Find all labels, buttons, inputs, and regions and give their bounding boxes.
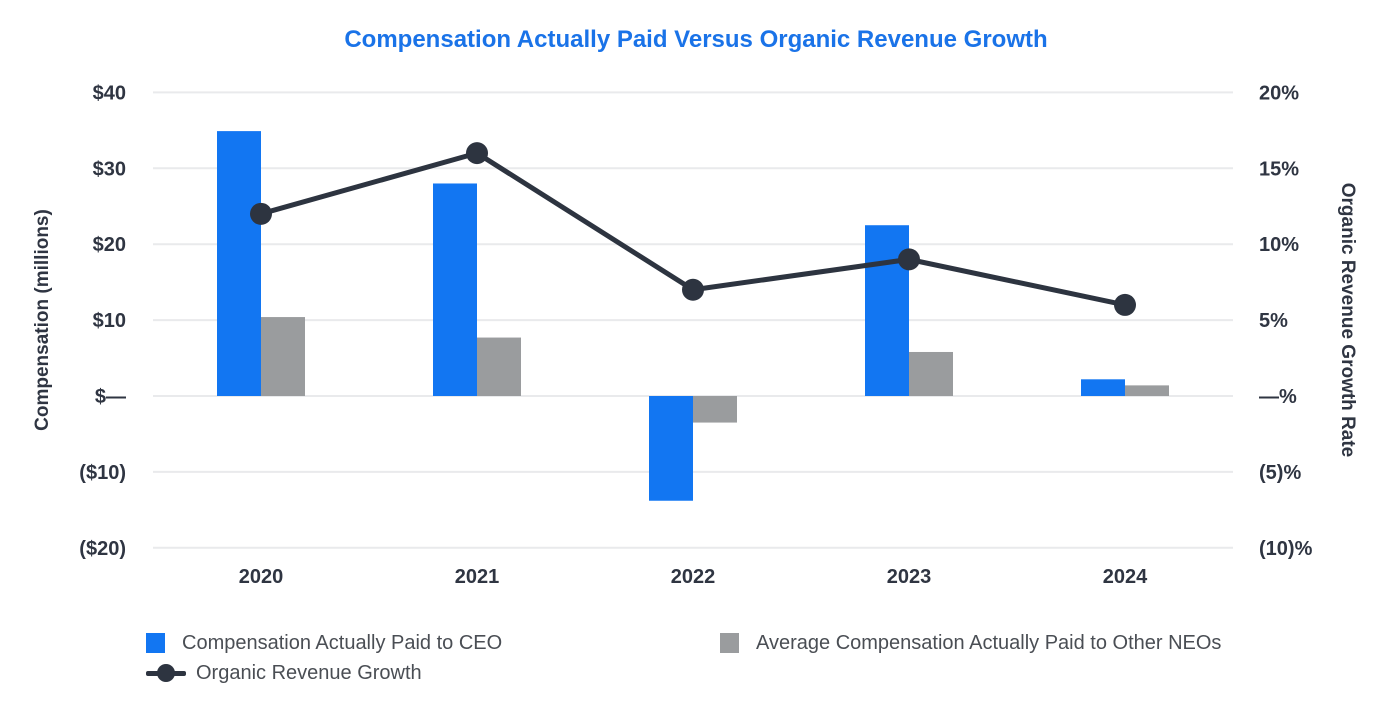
x-axis-label: 2021 xyxy=(455,566,500,588)
right-axis-tick-label: 20% xyxy=(1259,82,1299,104)
organic-growth-point-2021 xyxy=(466,142,488,165)
bar-ceo-2020 xyxy=(217,131,261,396)
legend-item-organic-growth: Organic Revenue Growth xyxy=(146,662,720,685)
combo-chart-plot: $40 $30 $20 $10 $— ($10) ($20) 20% 15% 10% 5% —% (5)… xyxy=(79,82,1313,588)
neo-bar-swatch-icon xyxy=(720,633,739,653)
organic-growth-point-2024 xyxy=(1114,293,1136,316)
bar-neo-2023 xyxy=(909,351,953,396)
left-axis-tick-label: ($20) xyxy=(79,538,126,560)
right-axis-tick-label: —% xyxy=(1259,386,1297,408)
right-axis-tick-label: (10)% xyxy=(1259,538,1313,560)
bar-ceo-2024 xyxy=(1081,379,1125,396)
bar-neo-2021 xyxy=(477,337,521,396)
line-marker-icon xyxy=(146,663,186,683)
left-axis-tick-label: $10 xyxy=(93,310,126,332)
left-axis-tick-label: ($10) xyxy=(79,462,126,484)
bar-neo-2022 xyxy=(693,396,737,423)
bar-neo-2020 xyxy=(261,317,305,396)
legend-item-ceo: Compensation Actually Paid to CEO xyxy=(146,632,720,655)
x-axis-label: 2022 xyxy=(671,566,716,588)
chart-legend: Compensation Actually Paid to CEO Averag… xyxy=(146,628,1326,688)
left-axis-tick-label: $20 xyxy=(93,234,126,256)
legend-label-neo: Average Compensation Actually Paid to Ot… xyxy=(756,631,1222,654)
bar-ceo-2021 xyxy=(433,183,477,396)
legend-item-neo: Average Compensation Actually Paid to Ot… xyxy=(720,632,1221,655)
legend-label-organic-growth: Organic Revenue Growth xyxy=(196,661,422,684)
ceo-bar-swatch-icon xyxy=(146,633,165,653)
bar-ceo-2022 xyxy=(649,396,693,501)
x-axis-label: 2024 xyxy=(1103,566,1148,588)
x-axis-label: 2020 xyxy=(239,566,284,588)
x-axis-label: 2023 xyxy=(887,566,932,588)
legend-label-ceo: Compensation Actually Paid to CEO xyxy=(182,631,503,654)
organic-growth-point-2020 xyxy=(250,202,272,225)
organic-growth-point-2023 xyxy=(898,248,920,271)
right-axis-tick-label: (5)% xyxy=(1259,462,1301,484)
right-axis-tick-label: 5% xyxy=(1259,310,1288,332)
bar-neo-2024 xyxy=(1125,385,1169,396)
organic-growth-point-2022 xyxy=(682,278,704,301)
right-axis-tick-label: 10% xyxy=(1259,234,1299,256)
chart-title: Compensation Actually Paid Versus Organi… xyxy=(344,26,1048,53)
right-axis-tick-label: 15% xyxy=(1259,158,1299,180)
left-axis-tick-label: $40 xyxy=(93,82,126,104)
left-axis-tick-label: $— xyxy=(95,386,126,408)
left-axis-tick-label: $30 xyxy=(93,158,126,180)
